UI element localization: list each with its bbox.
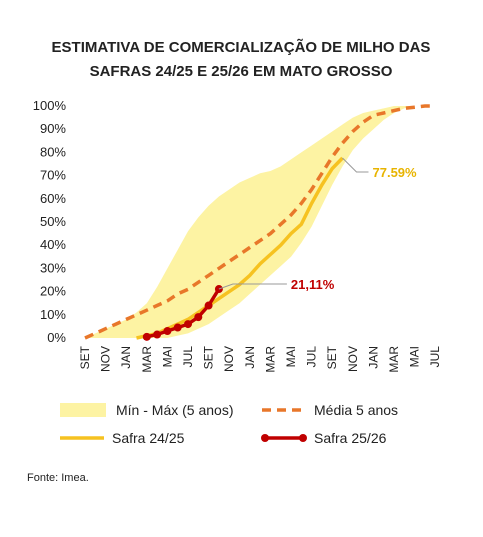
annotation: 21,11% — [291, 277, 335, 292]
x-tick-label: MAI — [408, 346, 422, 367]
series-point — [184, 320, 192, 329]
x-tick-label: JAN — [243, 346, 257, 369]
y-tick-label: 30% — [40, 260, 66, 275]
average-line — [84, 104, 436, 340]
series-point — [173, 323, 182, 332]
series-point — [163, 327, 172, 336]
series-point — [142, 332, 151, 341]
y-tick-label: 20% — [40, 284, 66, 299]
x-tick-label: SET — [202, 345, 216, 369]
y-tick-label: 100% — [33, 98, 67, 113]
x-tick-label: NOV — [99, 346, 113, 372]
source: Fonte: Imea. — [27, 472, 89, 484]
y-tick-label: 90% — [40, 121, 66, 136]
x-tick-label: JAN — [119, 346, 133, 369]
x-tick-label: JAN — [366, 346, 380, 369]
x-tick-label: MAR — [140, 346, 154, 373]
x-tick-label: JUL — [305, 346, 319, 368]
series-line — [136, 156, 344, 340]
y-tick-label: 80% — [40, 144, 66, 159]
x-tick-label: MAR — [263, 346, 277, 373]
x-tick-label: MAI — [284, 346, 298, 367]
chart-title: SAFRAS 24/25 E 25/26 EM MATO GROSSO — [90, 63, 393, 80]
x-tick-label: NOV — [346, 346, 360, 372]
y-tick-label: 0% — [47, 330, 66, 345]
x-tick-label: JUL — [428, 346, 442, 368]
legend-label: Safra 24/25 — [112, 430, 185, 446]
x-tick-label: JUL — [181, 346, 195, 368]
x-tick-label: SET — [78, 345, 92, 369]
annotation-leader — [218, 283, 287, 290]
annotation-leader — [342, 157, 369, 173]
legend-label: Mín - Máx (5 anos) — [116, 402, 233, 418]
legend-swatch — [261, 434, 269, 442]
series-point — [194, 313, 203, 322]
x-tick-label: MAR — [387, 346, 401, 373]
x-tick-label: MAI — [160, 346, 174, 367]
y-tick-label: 50% — [40, 214, 66, 229]
x-tick-label: SET — [325, 345, 339, 369]
chart-title: ESTIMATIVA DE COMERCIALIZAÇÃO DE MILHO D… — [52, 38, 431, 56]
legend-swatch — [299, 434, 307, 442]
series-point — [204, 301, 213, 310]
min-max-band — [85, 106, 436, 338]
y-tick-label: 60% — [40, 191, 66, 206]
legend-label: Média 5 anos — [314, 402, 398, 418]
series-point — [153, 330, 162, 339]
legend-swatch — [60, 403, 106, 417]
y-tick-label: 40% — [40, 237, 66, 252]
y-tick-label: 10% — [40, 307, 66, 322]
y-tick-label: 70% — [40, 168, 66, 183]
annotation: 77.59% — [373, 165, 418, 180]
x-tick-label: NOV — [222, 346, 236, 372]
legend-label: Safra 25/26 — [314, 430, 387, 446]
